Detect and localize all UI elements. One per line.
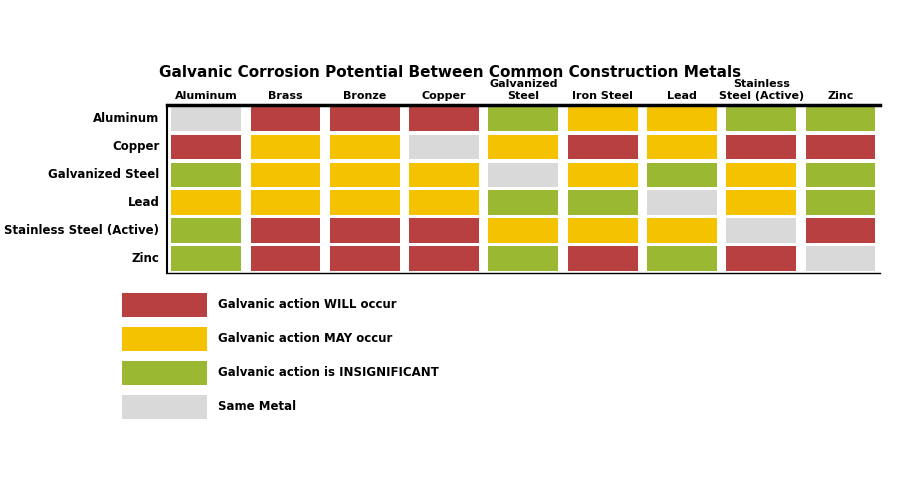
Text: Copper: Copper bbox=[112, 140, 159, 153]
Text: Stainless
Steel (Active): Stainless Steel (Active) bbox=[719, 80, 804, 101]
Text: Zinc: Zinc bbox=[131, 252, 159, 265]
Text: Galvanized
Steel: Galvanized Steel bbox=[489, 80, 558, 101]
Text: Aluminum: Aluminum bbox=[175, 91, 238, 101]
Text: Same Metal: Same Metal bbox=[218, 400, 296, 413]
Text: Galvanized Steel: Galvanized Steel bbox=[48, 168, 159, 181]
Text: Brass: Brass bbox=[268, 91, 302, 101]
Text: Stainless Steel (Active): Stainless Steel (Active) bbox=[4, 224, 159, 237]
Text: Galvanic action WILL occur: Galvanic action WILL occur bbox=[218, 298, 396, 312]
Text: Galvanic action MAY occur: Galvanic action MAY occur bbox=[218, 332, 392, 345]
Text: Zinc: Zinc bbox=[827, 91, 854, 101]
Text: Galvanic Corrosion Potential Between Common Construction Metals: Galvanic Corrosion Potential Between Com… bbox=[159, 65, 741, 80]
Text: Copper: Copper bbox=[422, 91, 466, 101]
Text: Aluminum: Aluminum bbox=[93, 112, 159, 126]
Text: Galvanic action is INSIGNIFICANT: Galvanic action is INSIGNIFICANT bbox=[218, 366, 438, 380]
Text: Lead: Lead bbox=[667, 91, 697, 101]
Text: Iron Steel: Iron Steel bbox=[572, 91, 633, 101]
Text: Lead: Lead bbox=[128, 196, 159, 209]
Text: Bronze: Bronze bbox=[343, 91, 386, 101]
